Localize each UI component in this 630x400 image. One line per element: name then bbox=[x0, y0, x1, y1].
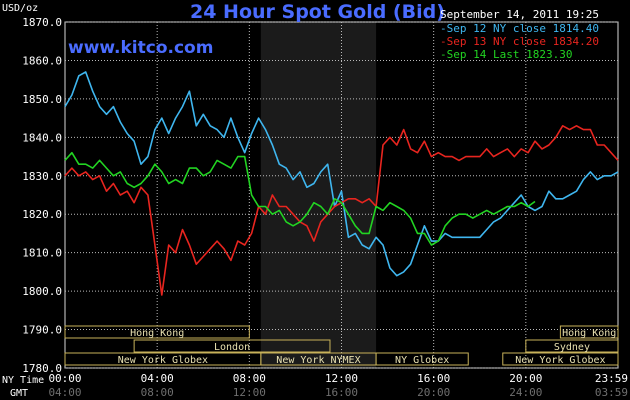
session-box bbox=[559, 325, 619, 339]
y-tick-label: 1780.0 bbox=[22, 362, 62, 375]
session-label: Hong Kong bbox=[562, 328, 616, 339]
x-tick-label: 08:00 bbox=[233, 372, 266, 385]
gmt-tick-label: 12:00 bbox=[233, 386, 266, 399]
series-line-1 bbox=[64, 71, 619, 277]
gmt-tick-label: 03:59 bbox=[595, 386, 628, 399]
x-tick-label: 20:00 bbox=[509, 372, 542, 385]
session-label: London bbox=[214, 342, 250, 353]
legend-item-sep14: -Sep 14 Last 1823.30 bbox=[440, 48, 573, 61]
session-label: NY Globex bbox=[395, 355, 449, 366]
price-series bbox=[64, 71, 619, 296]
y-tick-label: 1840.0 bbox=[22, 131, 62, 144]
x-tick-label: 16:00 bbox=[417, 372, 450, 385]
gmt-tick-label: 08:00 bbox=[141, 386, 174, 399]
legend-item-sep13: -Sep 13 NY close 1834.20 bbox=[440, 35, 599, 48]
series-line-3 bbox=[64, 151, 536, 246]
gmt-label: GMT bbox=[10, 388, 28, 399]
chart-timestamp: September 14, 2011 19:25 bbox=[440, 8, 599, 21]
legend-item-sep12: -Sep 12 NY close 1814.40 bbox=[440, 22, 599, 35]
x-tick-label: 00:00 bbox=[48, 372, 81, 385]
grid-lines bbox=[64, 21, 619, 369]
y-tick-label: 1870.0 bbox=[22, 16, 62, 29]
axis-labels: 1870.0 1860.0 1850.0 1840.0 1830.0 1820.0 1810… bbox=[2, 16, 628, 399]
nymex-shade bbox=[260, 22, 377, 368]
session-box bbox=[64, 325, 250, 339]
y-tick-label: 1820.0 bbox=[22, 208, 62, 221]
gmt-tick-label: 24:00 bbox=[509, 386, 542, 399]
y-tick-label: 1850.0 bbox=[22, 93, 62, 106]
y-tick-label: 1830.0 bbox=[22, 170, 62, 183]
session-label: New York Globex bbox=[118, 355, 208, 366]
y-tick-label: 1860.0 bbox=[22, 54, 62, 67]
gmt-tick-label: 16:00 bbox=[325, 386, 358, 399]
x-tick-label: 12:00 bbox=[325, 372, 358, 385]
y-tick-label: 1790.0 bbox=[22, 324, 62, 337]
x-tick-label: 04:00 bbox=[141, 372, 174, 385]
session-box bbox=[502, 352, 619, 366]
x-tick-label: 23:59 bbox=[595, 372, 628, 385]
site-link[interactable]: www.kitco.com bbox=[68, 38, 214, 58]
session-label: New York Globex bbox=[515, 355, 605, 366]
gmt-tick-label: 04:00 bbox=[48, 386, 81, 399]
trading-sessions: Hong Kong Hong Kong London Sydney New York G… bbox=[64, 325, 619, 366]
session-box bbox=[375, 352, 469, 366]
y-axis-unit: USD/oz bbox=[2, 3, 39, 14]
session-box bbox=[525, 339, 619, 353]
nymex-shaded-region bbox=[260, 22, 377, 368]
ny-time-label: NY Time bbox=[2, 375, 44, 386]
y-tick-label: 1800.0 bbox=[22, 285, 62, 298]
gmt-tick-label: 20:00 bbox=[417, 386, 450, 399]
session-label: Hong Kong bbox=[130, 328, 184, 339]
session-label: Sydney bbox=[554, 342, 590, 353]
session-box bbox=[133, 339, 331, 353]
y-tick-label: 1810.0 bbox=[22, 247, 62, 260]
session-label: New York NYMEX bbox=[276, 355, 360, 366]
chart-title: 24 Hour Spot Gold (Bid) bbox=[190, 1, 445, 23]
